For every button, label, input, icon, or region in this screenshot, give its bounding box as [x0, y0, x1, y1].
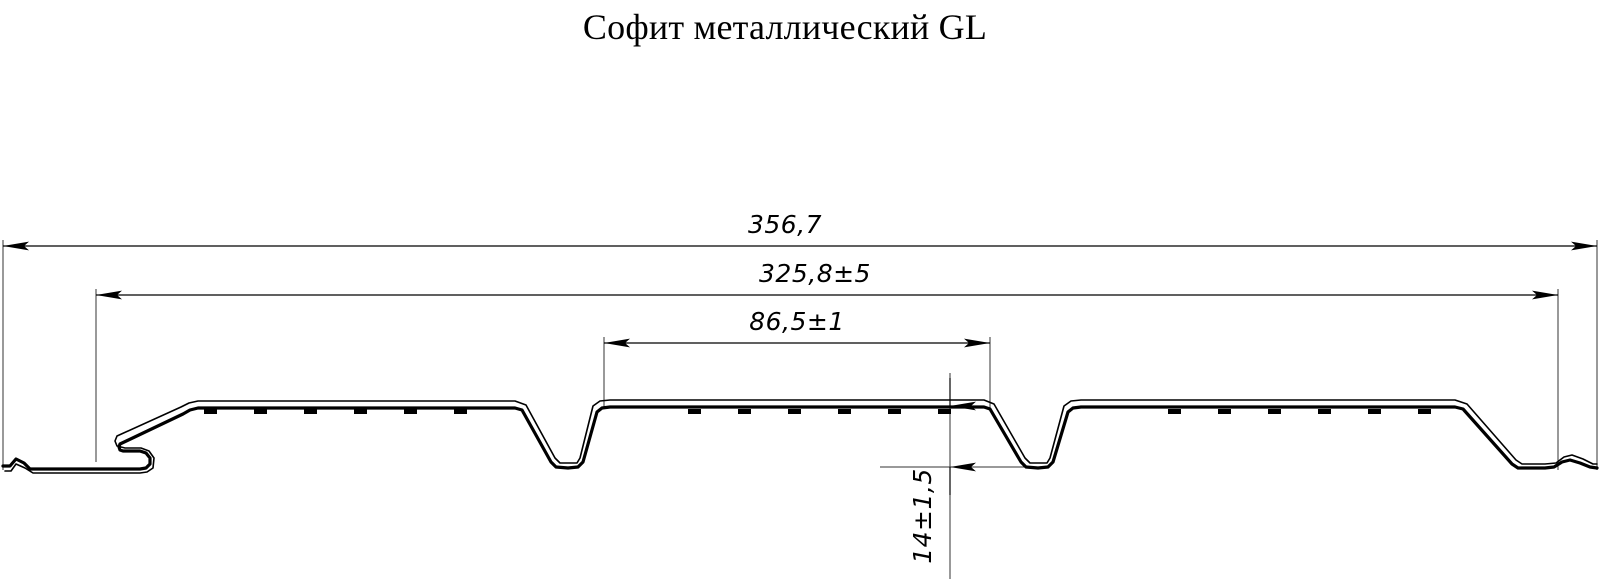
perforation-slot [1268, 409, 1281, 414]
dim-label-rib-spacing: 86,5±1 [749, 307, 845, 336]
page-title: Софит металлический GL [0, 6, 1600, 48]
perforation-slot [838, 409, 851, 414]
dimension-overall-width: 356,7 [3, 210, 1597, 251]
perforation-slots-group [204, 409, 1431, 414]
profile-outline-group [1, 399, 1599, 474]
perforation-slot [404, 409, 417, 414]
perforation-slot [788, 409, 801, 414]
dim-label-profile-height: 14±1,5 [908, 468, 937, 564]
perforation-slot [254, 409, 267, 414]
extension-lines-group [2, 240, 1598, 470]
perforation-slot [938, 409, 951, 414]
perforation-slot [354, 409, 367, 414]
perforation-slot [688, 409, 701, 414]
dimension-profile-height: 14±1,5 [908, 373, 976, 579]
dim-label-overall-width: 356,7 [748, 210, 822, 239]
perforation-slot [204, 409, 217, 414]
page-title-text: Софит металлический GL [582, 7, 988, 47]
perforation-slot [1418, 409, 1431, 414]
perforation-slot [738, 409, 751, 414]
perforation-slot [1168, 409, 1181, 414]
perforation-slot [304, 409, 317, 414]
dim-label-effective-width: 325,8±5 [759, 259, 871, 288]
dimension-effective-width: 325,8±5 [96, 259, 1558, 300]
perforation-slot [1318, 409, 1331, 414]
profile-inner-contour [4, 399, 1598, 474]
dimension-rib-spacing: 86,5±1 [604, 307, 990, 348]
perforation-slot [454, 409, 467, 414]
perforation-slot [888, 409, 901, 414]
perforation-slot [1218, 409, 1231, 414]
profile-outer-contour [1, 405, 1599, 471]
perforation-slot [1368, 409, 1381, 414]
